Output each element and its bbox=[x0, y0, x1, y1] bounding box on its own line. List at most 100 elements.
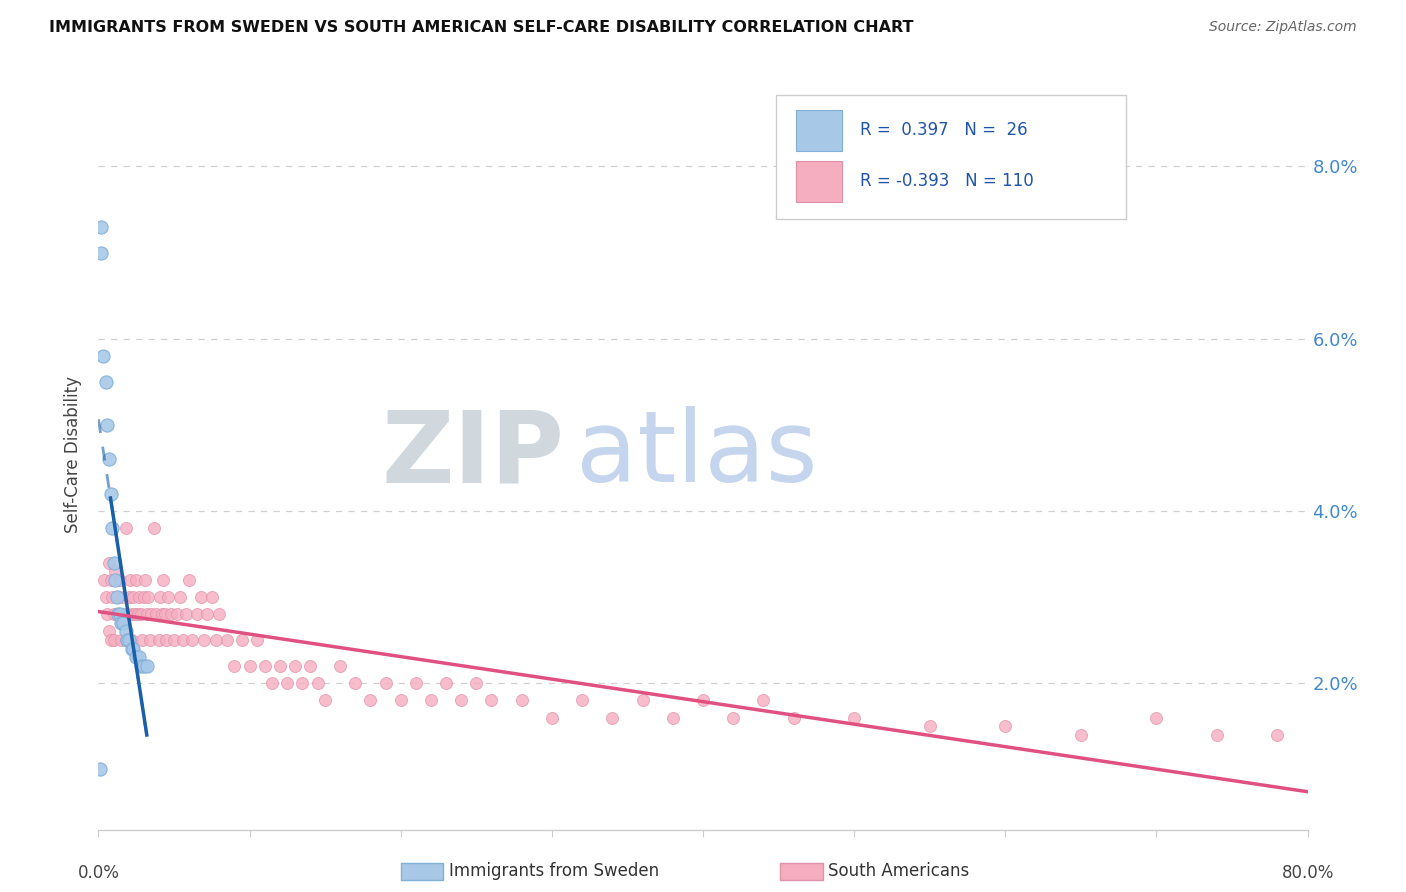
Point bbox=[692, 693, 714, 707]
Point bbox=[108, 607, 131, 622]
Point bbox=[105, 590, 128, 604]
Point bbox=[153, 607, 176, 622]
Point bbox=[450, 693, 472, 707]
Point bbox=[94, 590, 117, 604]
Point bbox=[420, 693, 443, 707]
Point bbox=[201, 590, 224, 604]
Point bbox=[269, 659, 291, 673]
Point bbox=[1144, 710, 1167, 724]
Point bbox=[98, 452, 121, 467]
Point bbox=[103, 556, 125, 570]
Point bbox=[121, 607, 143, 622]
Point bbox=[125, 573, 148, 587]
Point bbox=[101, 521, 124, 535]
FancyBboxPatch shape bbox=[776, 95, 1126, 219]
Point bbox=[205, 633, 228, 648]
Point bbox=[239, 659, 262, 673]
Point bbox=[101, 590, 124, 604]
Point bbox=[1267, 728, 1289, 742]
Point bbox=[1206, 728, 1229, 742]
Point bbox=[224, 659, 246, 673]
Point bbox=[284, 659, 307, 673]
Point bbox=[246, 633, 269, 648]
Point bbox=[481, 693, 503, 707]
Point bbox=[208, 607, 231, 622]
Point bbox=[122, 590, 145, 604]
Point bbox=[111, 615, 134, 630]
Point bbox=[112, 607, 135, 622]
Text: R = -0.393   N = 110: R = -0.393 N = 110 bbox=[860, 172, 1033, 190]
Point bbox=[118, 590, 141, 604]
Point bbox=[103, 607, 125, 622]
Point bbox=[115, 633, 138, 648]
Point bbox=[262, 676, 284, 690]
Point bbox=[160, 607, 183, 622]
Point bbox=[405, 676, 427, 690]
Point bbox=[131, 633, 153, 648]
Point bbox=[174, 607, 197, 622]
Point bbox=[128, 590, 150, 604]
Point bbox=[90, 245, 112, 260]
Text: atlas: atlas bbox=[576, 407, 818, 503]
Point bbox=[103, 633, 125, 648]
Point bbox=[124, 607, 146, 622]
Point bbox=[141, 607, 163, 622]
Point bbox=[90, 219, 112, 234]
Point bbox=[148, 633, 170, 648]
Point bbox=[510, 693, 533, 707]
Text: 80.0%: 80.0% bbox=[1281, 864, 1334, 882]
Point bbox=[166, 607, 188, 622]
Point bbox=[215, 633, 238, 648]
Point bbox=[115, 607, 138, 622]
Point bbox=[602, 710, 624, 724]
Point bbox=[918, 719, 941, 733]
Point bbox=[135, 607, 157, 622]
Point bbox=[540, 710, 562, 724]
Point bbox=[314, 693, 336, 707]
Point bbox=[231, 633, 253, 648]
Point bbox=[135, 659, 157, 673]
Point bbox=[169, 590, 191, 604]
Point bbox=[110, 615, 132, 630]
Point bbox=[111, 590, 134, 604]
Point bbox=[96, 607, 118, 622]
Point bbox=[96, 417, 118, 432]
Point bbox=[465, 676, 488, 690]
Point bbox=[145, 607, 167, 622]
Point bbox=[329, 659, 352, 673]
Point bbox=[1070, 728, 1092, 742]
Point bbox=[105, 607, 128, 622]
Point bbox=[100, 486, 122, 500]
Point bbox=[150, 607, 173, 622]
Point bbox=[114, 521, 136, 535]
Text: R =  0.397   N =  26: R = 0.397 N = 26 bbox=[860, 121, 1028, 139]
Point bbox=[100, 633, 122, 648]
Point bbox=[110, 615, 132, 630]
Point bbox=[181, 633, 204, 648]
Point bbox=[661, 710, 683, 724]
Point bbox=[107, 590, 129, 604]
Point bbox=[89, 762, 111, 776]
Point bbox=[121, 633, 143, 648]
Point bbox=[104, 573, 127, 587]
Point bbox=[149, 590, 172, 604]
Point bbox=[125, 650, 148, 665]
Point bbox=[434, 676, 457, 690]
Point bbox=[128, 650, 150, 665]
Text: South Americans: South Americans bbox=[828, 863, 969, 880]
Point bbox=[752, 693, 775, 707]
Point bbox=[156, 590, 179, 604]
Point bbox=[121, 641, 143, 656]
Point bbox=[291, 676, 314, 690]
Point bbox=[172, 633, 194, 648]
Point bbox=[114, 633, 136, 648]
Text: ZIP: ZIP bbox=[381, 407, 564, 503]
Text: IMMIGRANTS FROM SWEDEN VS SOUTH AMERICAN SELF-CARE DISABILITY CORRELATION CHART: IMMIGRANTS FROM SWEDEN VS SOUTH AMERICAN… bbox=[49, 20, 914, 35]
Point bbox=[110, 633, 132, 648]
Point bbox=[136, 590, 159, 604]
Point bbox=[276, 676, 298, 690]
Point bbox=[389, 693, 412, 707]
Bar bbox=[796, 110, 842, 151]
Point bbox=[179, 573, 201, 587]
Point bbox=[129, 607, 152, 622]
